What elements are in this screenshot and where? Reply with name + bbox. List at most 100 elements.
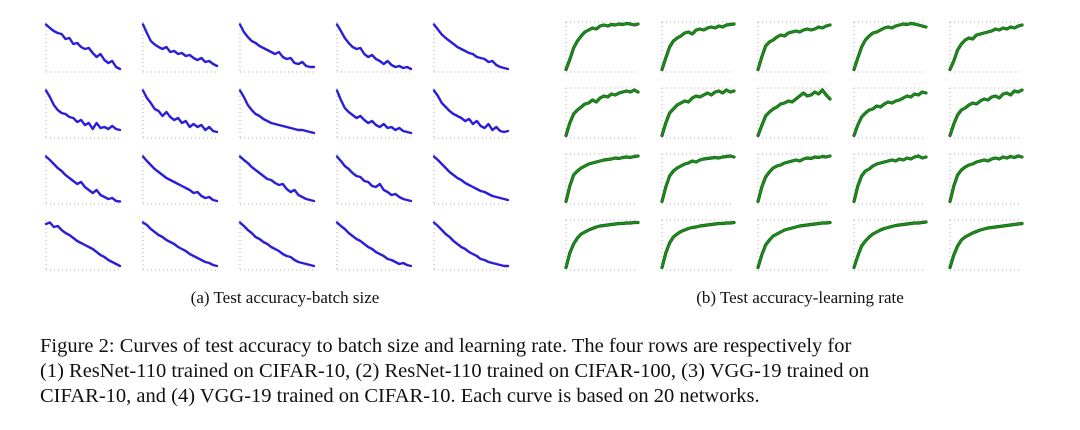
- plot-a-3: [238, 22, 316, 73]
- plot-a-19: [335, 220, 413, 271]
- series-line: [661, 89, 735, 137]
- figure-caption: Figure 2: Curves of test accuracy to bat…: [40, 334, 1050, 409]
- small-multiple-b-r1c5: [948, 21, 1024, 73]
- plot-a-11: [44, 154, 122, 205]
- series-line: [853, 22, 927, 71]
- plot-b-1: [564, 21, 640, 73]
- small-multiple-b-r3c2: [660, 153, 736, 205]
- small-multiple-b-r2c2: [660, 87, 736, 139]
- small-multiple-a-r1c4: [335, 22, 413, 73]
- series-line: [238, 155, 316, 203]
- small-multiple-b-r3c1: [564, 153, 640, 205]
- small-multiple-a-r3c1: [44, 154, 122, 205]
- figure-caption-line: CIFAR-10, and (4) VGG-19 trained on CIFA…: [40, 385, 760, 407]
- series-line-shadow: [948, 88, 1024, 138]
- plot-a-4: [335, 22, 413, 73]
- plot-b-6: [564, 87, 640, 139]
- small-multiple-b-r2c1: [564, 87, 640, 139]
- plot-a-17: [141, 220, 219, 271]
- small-multiple-a-r2c2: [141, 88, 219, 139]
- plot-b-2: [660, 21, 736, 73]
- plot-b-4: [852, 21, 928, 73]
- series-line: [238, 221, 316, 268]
- series-line: [238, 23, 316, 69]
- plot-a-18: [238, 220, 316, 271]
- plot-a-16: [44, 220, 122, 271]
- small-multiple-a-r4c4: [335, 220, 413, 271]
- series-line: [335, 155, 413, 203]
- series-line-shadow: [852, 154, 928, 204]
- series-line: [757, 221, 831, 269]
- series-line-shadow: [660, 154, 736, 204]
- small-multiple-b-r1c4: [852, 21, 928, 73]
- subfigure-a-grid: [40, 14, 530, 282]
- plot-a-6: [44, 88, 122, 139]
- series-line: [44, 221, 122, 268]
- series-line: [335, 89, 413, 135]
- small-multiple-b-r3c3: [756, 153, 832, 205]
- small-multiple-a-r4c5: [432, 220, 510, 271]
- plot-a-1: [44, 22, 122, 73]
- series-line-shadow: [564, 220, 640, 270]
- series-line: [432, 89, 510, 134]
- plot-b-11: [564, 153, 640, 205]
- plot-b-18: [756, 219, 832, 271]
- small-multiple-a-r2c5: [432, 88, 510, 139]
- small-multiple-a-r1c1: [44, 22, 122, 73]
- plot-a-15: [432, 154, 510, 205]
- series-line-shadow: [948, 154, 1024, 204]
- figure-caption-line: (1) ResNet-110 trained on CIFAR-10, (2) …: [40, 360, 870, 382]
- series-line: [432, 23, 510, 71]
- series-line: [44, 23, 122, 71]
- plot-b-20: [948, 219, 1024, 271]
- plot-a-2: [141, 22, 219, 73]
- small-multiple-a-r3c2: [141, 154, 219, 205]
- small-multiple-b-r2c5: [948, 87, 1024, 139]
- plot-b-5: [948, 21, 1024, 73]
- subfigure-b-caption: (b) Test accuracy-learning rate: [696, 288, 904, 307]
- small-multiple-b-r4c1: [564, 219, 640, 271]
- plot-b-14: [852, 153, 928, 205]
- series-line: [853, 155, 927, 203]
- small-multiple-b-r2c3: [756, 87, 832, 139]
- small-multiple-b-r1c1: [564, 21, 640, 73]
- small-multiple-a-r1c3: [238, 22, 316, 73]
- series-line-shadow: [948, 221, 1024, 270]
- series-line: [141, 155, 219, 203]
- series-line-shadow: [852, 21, 928, 72]
- small-multiple-b-r2c4: [852, 87, 928, 139]
- series-line-shadow: [756, 220, 832, 270]
- series-line: [432, 155, 510, 202]
- small-multiple-a-r3c3: [238, 154, 316, 205]
- series-line: [661, 155, 735, 203]
- series-line: [949, 155, 1023, 203]
- series-line: [757, 89, 831, 137]
- series-line: [432, 221, 510, 268]
- plot-b-19: [852, 219, 928, 271]
- series-line: [141, 221, 219, 268]
- series-line-shadow: [564, 21, 640, 72]
- series-line: [757, 155, 831, 203]
- series-line: [949, 89, 1023, 137]
- small-multiple-a-r1c5: [432, 22, 510, 73]
- series-line: [565, 89, 639, 137]
- plot-b-17: [660, 219, 736, 271]
- plot-a-13: [238, 154, 316, 205]
- small-multiple-b-r4c5: [948, 219, 1024, 271]
- series-line: [335, 23, 413, 71]
- series-line-shadow: [564, 154, 640, 204]
- plot-a-20: [432, 220, 510, 271]
- series-line: [141, 89, 219, 134]
- series-line: [853, 221, 927, 269]
- small-multiple-b-r4c4: [852, 219, 928, 271]
- series-line: [238, 89, 316, 135]
- plot-a-8: [238, 88, 316, 139]
- series-line-shadow: [852, 220, 928, 270]
- series-line-shadow: [756, 154, 832, 204]
- plot-a-7: [141, 88, 219, 139]
- plot-b-3: [756, 21, 832, 73]
- series-line: [661, 23, 735, 71]
- series-line: [565, 22, 639, 71]
- plot-a-9: [335, 88, 413, 139]
- small-multiple-b-r4c3: [756, 219, 832, 271]
